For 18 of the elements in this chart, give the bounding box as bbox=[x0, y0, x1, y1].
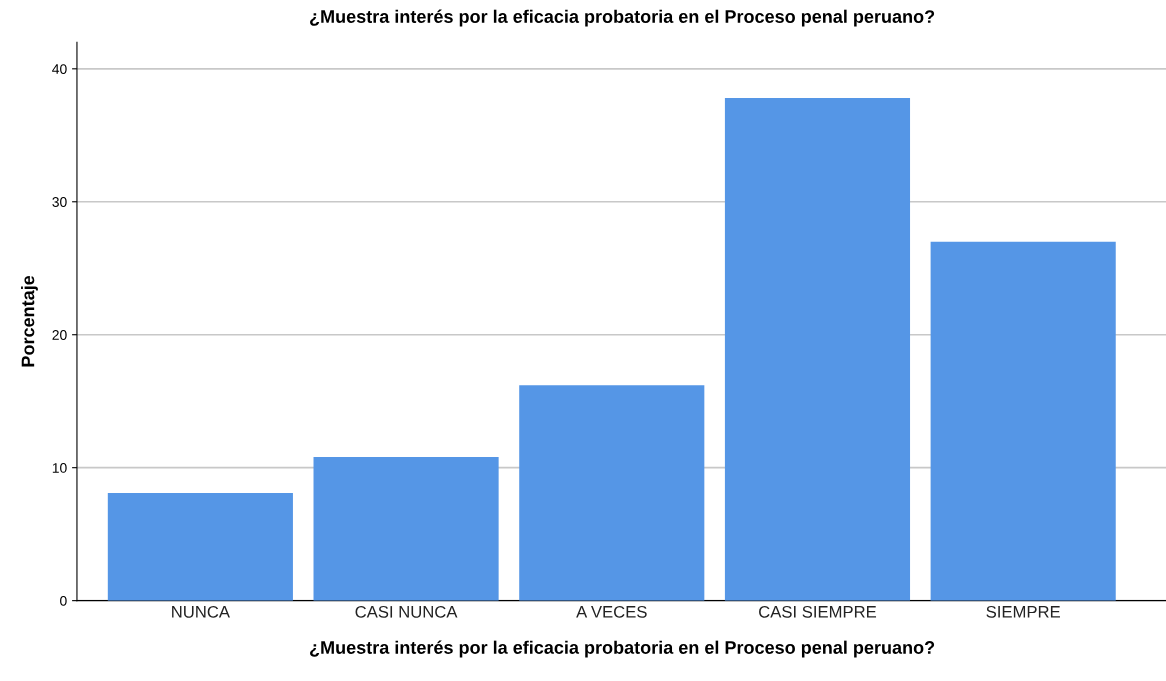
y-tick-label: 0 bbox=[60, 595, 67, 606]
x-tick-label: CASI NUNCA bbox=[355, 605, 458, 618]
y-tick-label: 40 bbox=[52, 64, 67, 74]
bar bbox=[724, 98, 911, 601]
bar bbox=[930, 241, 1116, 601]
y-tick-label: 10 bbox=[52, 463, 67, 473]
x-tick-label: CASI SIEMPRE bbox=[759, 605, 877, 618]
bar bbox=[107, 492, 293, 601]
x-tick-label: NUNCA bbox=[172, 605, 230, 618]
y-tick-label: 20 bbox=[52, 330, 67, 340]
x-tick-label: A VECES bbox=[576, 605, 647, 618]
y-tick-label: 30 bbox=[52, 197, 67, 207]
bar bbox=[313, 457, 499, 601]
y-axis-title: Porcentaje bbox=[21, 275, 38, 367]
x-axis-title: ¿Muestra interés por la eficacia probatoria en el Proceso penal peruano? bbox=[310, 640, 935, 658]
chart-title: ¿Muestra interés por la eficacia probatoria en el Proceso penal peruano? bbox=[310, 9, 935, 27]
x-tick-label: SIEMPRE bbox=[986, 605, 1060, 618]
bar bbox=[519, 385, 705, 601]
